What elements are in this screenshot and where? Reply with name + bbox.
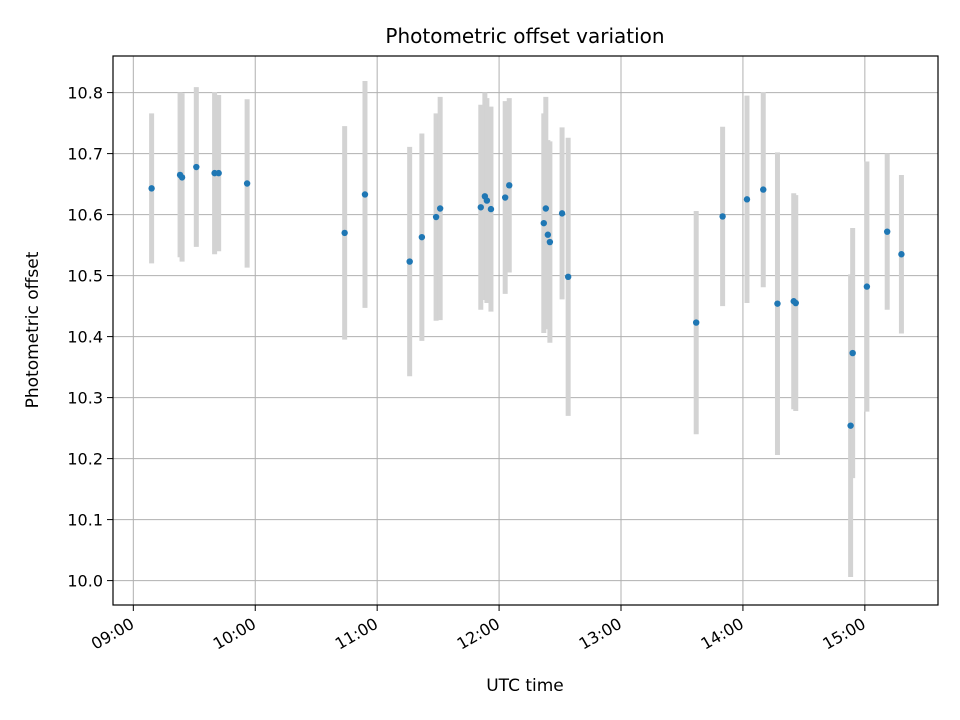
data-point [719,213,726,220]
data-point [692,319,700,326]
data-point [178,174,186,181]
y-tick-label: 10.8 [67,84,103,103]
data-point [341,229,348,237]
data-point [883,228,891,235]
y-tick-label: 10.5 [67,267,103,286]
data-point [743,196,751,203]
data-point [558,210,566,217]
data-point [501,194,509,201]
data-point [243,180,251,187]
data-point [774,300,781,307]
y-tick-label: 10.1 [67,511,103,530]
data-point [863,283,871,290]
y-axis-ticks: 10.0 10.1 10.2 10.3 10.4 10.5 10.6 10.7 10.8 [67,84,113,591]
data-point [540,219,547,227]
data-point [406,258,413,265]
plot-frame [112,55,939,606]
data-point [483,197,491,204]
y-tick-label: 10.0 [67,572,103,591]
data-point [487,205,495,213]
data-point [432,213,440,221]
plot-area [113,56,938,605]
data-points [148,163,905,429]
data-point [546,238,554,246]
chart-title: Photometric offset variation [385,24,664,48]
data-point [760,186,767,193]
grid [113,56,938,605]
data-point [847,422,854,429]
data-point [193,163,200,171]
y-tick-label: 10.2 [67,450,103,469]
data-point [544,231,552,238]
data-point [361,191,369,198]
data-point [542,205,550,212]
data-point [898,251,905,258]
y-tick-label: 10.6 [67,206,103,225]
data-point [849,349,856,357]
x-axis-label: UTC time [486,676,564,696]
y-tick-label: 10.3 [67,389,103,408]
y-tick-label: 10.7 [67,145,103,164]
data-point [477,204,484,211]
data-point [215,169,222,177]
data-point [148,185,155,192]
data-point [792,299,799,307]
data-point [418,233,426,241]
data-point [436,205,444,212]
data-point [506,182,513,189]
y-tick-label: 10.4 [67,328,103,347]
y-axis-label: Photometric offset [23,251,43,408]
data-point [564,273,572,281]
